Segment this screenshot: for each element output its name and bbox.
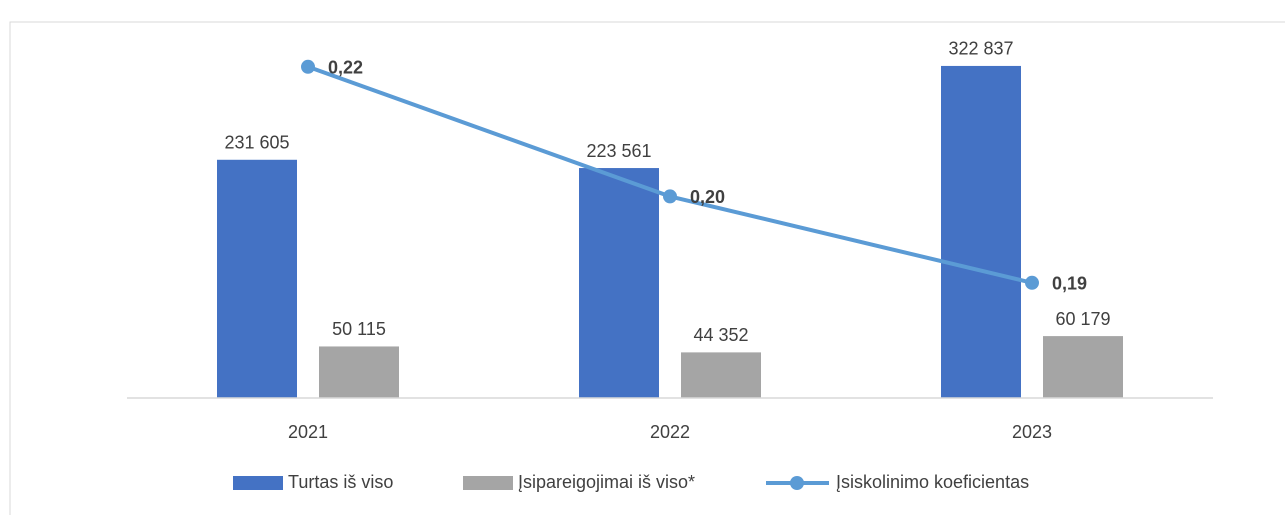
line-marker <box>301 59 315 74</box>
legend-label: Įsiskolinimo koeficientas <box>836 472 1029 492</box>
line-marker <box>663 189 677 204</box>
data-label: 223 561 <box>586 141 651 161</box>
line <box>307 64 1033 285</box>
data-label: 50 115 <box>332 319 386 339</box>
bar <box>579 168 659 398</box>
bar <box>217 159 297 398</box>
chart-frame <box>9 21 1285 515</box>
bar <box>941 65 1021 398</box>
data-label: 60 179 <box>1055 309 1110 329</box>
data-label: 44 352 <box>693 325 748 345</box>
bar <box>681 352 761 398</box>
line-marker <box>1025 275 1039 290</box>
x-tick-label: 2023 <box>1012 422 1052 442</box>
data-label: 0,19 <box>1052 274 1087 294</box>
data-label: 0,20 <box>690 187 725 207</box>
x-tick-label: 2021 <box>288 422 328 442</box>
legend-swatch <box>790 476 804 490</box>
bar <box>1043 336 1123 398</box>
legend-label: Turtas iš viso <box>288 472 393 492</box>
legend-label: Įsipareigojimai iš viso* <box>518 472 695 492</box>
data-label: 231 605 <box>224 133 289 153</box>
x-tick-label: 2022 <box>650 422 690 442</box>
bar <box>319 346 399 398</box>
data-label: 322 837 <box>948 39 1013 59</box>
legend-swatch <box>233 476 283 490</box>
data-label: 0,22 <box>328 58 363 78</box>
legend-swatch <box>463 476 513 490</box>
